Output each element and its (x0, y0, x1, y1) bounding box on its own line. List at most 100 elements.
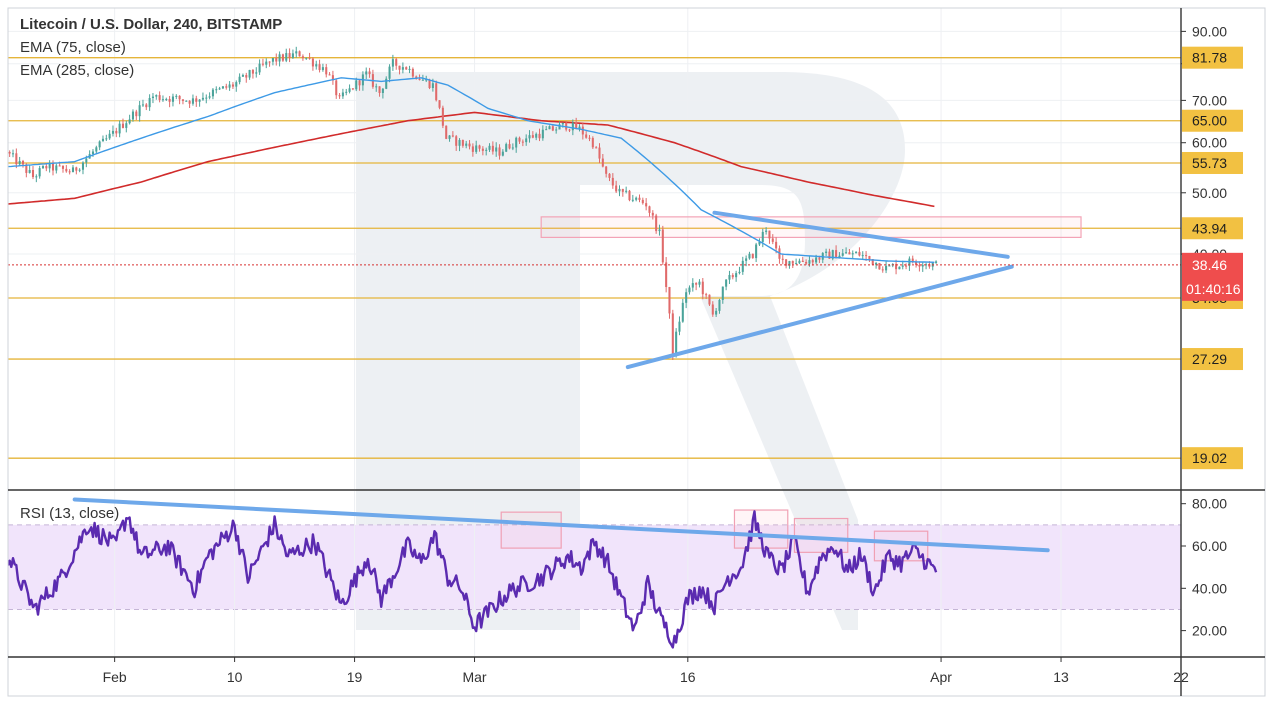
candle-body (545, 129, 548, 131)
candle (831, 249, 834, 261)
candle (798, 258, 801, 265)
candle (761, 228, 764, 248)
candle-body (875, 263, 878, 265)
candle (538, 128, 541, 142)
candle (501, 149, 504, 157)
candle (35, 174, 38, 183)
candle (175, 94, 178, 100)
candle-body (281, 54, 284, 61)
candle (21, 159, 25, 168)
candle (508, 139, 511, 150)
candle-body (248, 69, 251, 78)
candle (318, 59, 321, 73)
candle-body (558, 124, 561, 130)
current-price-tag (1182, 252, 1243, 301)
candle-body (841, 253, 844, 256)
candle-body (271, 57, 274, 62)
candle (358, 79, 361, 91)
candle-body (855, 251, 858, 254)
candle-body (78, 169, 81, 171)
candle (381, 87, 384, 99)
candle-body (851, 253, 854, 255)
candle (655, 213, 658, 234)
candle (615, 180, 618, 193)
candle (731, 273, 734, 280)
candle (545, 126, 548, 131)
candle (691, 278, 694, 292)
candle-body (51, 162, 55, 171)
candle-body (815, 257, 818, 263)
candle-body (235, 82, 238, 87)
candle (258, 59, 261, 75)
candle-body (758, 241, 761, 245)
candle (178, 95, 181, 105)
candle-body (398, 65, 401, 70)
candle-body (91, 151, 95, 155)
candle (211, 88, 214, 100)
candle (885, 261, 888, 274)
candle (618, 185, 621, 197)
candle (748, 251, 751, 260)
candle (485, 147, 488, 156)
candle-body (285, 53, 288, 61)
candle (28, 165, 31, 174)
candle (915, 259, 918, 268)
candle (648, 205, 651, 217)
candle-body (418, 79, 421, 81)
candle (391, 54, 394, 71)
candle-body (835, 250, 838, 259)
candle-body (451, 135, 454, 137)
candle-body (305, 57, 308, 59)
level-price-tag (1182, 447, 1243, 470)
candle-body (95, 147, 98, 152)
rsi-band-fill (8, 524, 1181, 610)
candle-body (488, 145, 491, 150)
candle (155, 94, 158, 100)
candle (181, 99, 184, 105)
candle (325, 63, 328, 78)
candle-body (578, 126, 581, 130)
candle-body (61, 165, 65, 169)
candle-body (568, 129, 571, 131)
candle (411, 67, 414, 78)
candle (521, 139, 524, 147)
candle-body (188, 100, 191, 104)
candle (441, 105, 444, 129)
x-tick-label: Apr (930, 669, 952, 685)
legend-ema75[interactable]: EMA (75, close) (20, 39, 126, 56)
candle-body (288, 53, 291, 58)
candle (335, 79, 338, 99)
candle-body (185, 100, 188, 102)
candle-body (511, 147, 514, 149)
candle (125, 120, 128, 133)
candle-body (301, 56, 304, 59)
candle-body (338, 95, 341, 97)
candle-body (428, 79, 431, 89)
rsi-trendline (72, 497, 1050, 553)
candle-body (585, 134, 588, 138)
candle (338, 92, 341, 99)
candle-body (721, 286, 724, 300)
candle-body (561, 122, 564, 125)
candle (148, 94, 151, 111)
candle (931, 261, 934, 271)
candle-body (518, 137, 521, 142)
candle-body (11, 153, 15, 155)
candle (375, 83, 378, 92)
legend-ema285[interactable]: EMA (285, close) (20, 62, 135, 79)
candle (635, 196, 638, 202)
candle-body (725, 279, 728, 287)
level-price-tag-label: 43.94 (1192, 220, 1227, 236)
candle-body (601, 158, 604, 167)
candle (908, 256, 911, 271)
candle-body (85, 158, 88, 163)
candle-body (845, 252, 848, 254)
level-price-tag-label: 19.02 (1192, 450, 1227, 466)
candle (801, 256, 804, 263)
rsi-y-tick-label: 80.00 (1192, 496, 1227, 512)
candle (95, 145, 98, 155)
candle-body (505, 144, 508, 152)
candle (195, 95, 198, 107)
candle-body (648, 206, 651, 213)
candle-body (668, 287, 671, 314)
